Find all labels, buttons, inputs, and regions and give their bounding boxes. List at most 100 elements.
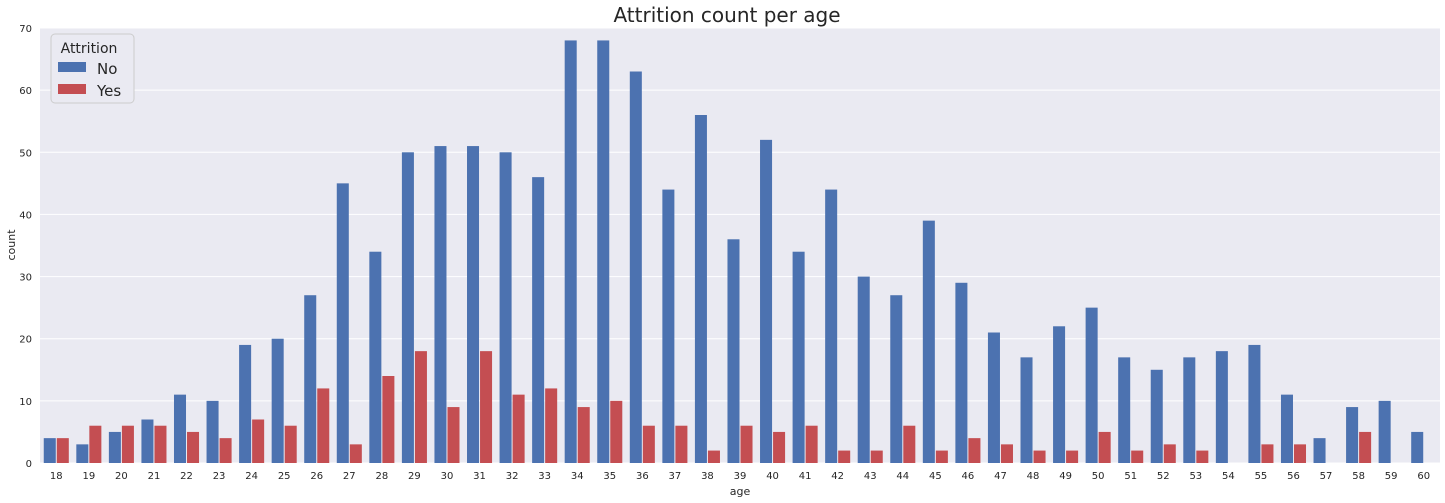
y-tick-label: 60 <box>19 86 32 97</box>
bar-no-59 <box>1378 400 1391 463</box>
chart-title: Attrition count per age <box>613 3 840 27</box>
legend-title: Attrition <box>61 41 118 57</box>
bar-yes-42 <box>838 450 851 463</box>
x-tick-label: 27 <box>343 471 356 482</box>
bar-yes-48 <box>1033 450 1046 463</box>
x-tick-label: 33 <box>538 471 551 482</box>
bar-no-18 <box>43 438 56 463</box>
bar-no-60 <box>1411 431 1424 463</box>
y-tick-label: 50 <box>19 148 32 159</box>
bar-no-43 <box>857 276 870 463</box>
x-tick-label: 21 <box>148 471 161 482</box>
bar-yes-34 <box>577 407 590 463</box>
bar-yes-23 <box>219 438 232 463</box>
y-tick-label: 40 <box>19 210 32 221</box>
y-axis-ticks: 0 10 20 30 40 50 60 70 <box>19 24 32 470</box>
bar-yes-19 <box>89 425 102 463</box>
bar-yes-46 <box>968 438 981 463</box>
legend: Attrition No Yes <box>50 33 135 104</box>
x-tick-label: 53 <box>1189 471 1202 482</box>
x-tick-label: 20 <box>115 471 128 482</box>
bar-yes-31 <box>480 351 493 463</box>
x-tick-label: 56 <box>1287 471 1300 482</box>
bar-yes-53 <box>1196 450 1209 463</box>
bar-no-45 <box>922 220 935 463</box>
x-tick-label: 50 <box>1092 471 1105 482</box>
x-tick-label: 60 <box>1417 471 1430 482</box>
legend-swatch-no <box>58 62 86 72</box>
bar-no-24 <box>239 344 252 463</box>
x-tick-label: 48 <box>1027 471 1040 482</box>
bar-yes-47 <box>1000 444 1013 463</box>
x-tick-label: 49 <box>1059 471 1072 482</box>
bar-no-44 <box>890 295 903 463</box>
y-tick-label: 20 <box>19 335 32 346</box>
y-tick-label: 0 <box>26 459 32 470</box>
bar-yes-49 <box>1066 450 1079 463</box>
bar-no-46 <box>955 282 968 463</box>
x-tick-label: 41 <box>799 471 812 482</box>
bar-no-47 <box>987 332 1000 463</box>
bar-no-34 <box>564 40 577 464</box>
x-tick-label: 35 <box>603 471 616 482</box>
bar-yes-27 <box>349 444 362 463</box>
bar-no-35 <box>597 40 610 464</box>
bar-yes-41 <box>805 425 818 463</box>
bar-yes-50 <box>1098 431 1111 463</box>
bar-no-50 <box>1085 307 1098 463</box>
x-tick-label: 46 <box>962 471 975 482</box>
y-tick-label: 70 <box>19 24 32 35</box>
x-tick-label: 44 <box>896 471 909 482</box>
x-axis-label: age <box>730 485 751 498</box>
bar-yes-29 <box>414 351 427 463</box>
bar-yes-44 <box>903 425 916 463</box>
bar-no-54 <box>1215 351 1228 463</box>
bar-yes-20 <box>121 425 134 463</box>
bar-no-52 <box>1150 369 1163 463</box>
y-axis-label: count <box>5 229 18 261</box>
bar-no-21 <box>141 419 154 463</box>
x-tick-label: 18 <box>50 471 63 482</box>
bar-no-57 <box>1313 438 1326 463</box>
legend-swatch-yes <box>58 84 86 94</box>
bar-no-19 <box>76 444 89 463</box>
x-tick-label: 39 <box>734 471 747 482</box>
bar-yes-43 <box>870 450 883 463</box>
legend-label-yes: Yes <box>96 82 121 100</box>
bar-yes-56 <box>1293 444 1307 463</box>
bar-no-39 <box>727 239 740 463</box>
x-tick-label: 28 <box>375 471 388 482</box>
bar-no-33 <box>532 177 545 463</box>
bar-no-27 <box>336 183 349 463</box>
bar-no-58 <box>1346 407 1359 463</box>
x-tick-label: 30 <box>441 471 454 482</box>
x-tick-label: 51 <box>1124 471 1137 482</box>
bar-yes-18 <box>56 438 69 463</box>
x-tick-label: 45 <box>929 471 942 482</box>
bar-no-56 <box>1280 394 1293 463</box>
bar-no-28 <box>369 251 382 463</box>
bar-no-38 <box>694 115 707 463</box>
bar-yes-39 <box>740 425 753 463</box>
bar-yes-36 <box>642 425 655 463</box>
x-tick-label: 26 <box>310 471 323 482</box>
x-tick-label: 55 <box>1255 471 1268 482</box>
x-tick-label: 37 <box>669 471 682 482</box>
x-tick-label: 57 <box>1320 471 1333 482</box>
bar-no-55 <box>1248 344 1261 463</box>
bar-no-51 <box>1118 357 1131 463</box>
bar-no-36 <box>629 71 642 463</box>
bar-no-49 <box>1053 326 1066 463</box>
bars <box>43 40 1424 464</box>
bar-no-26 <box>304 295 317 463</box>
x-tick-label: 42 <box>831 471 844 482</box>
bar-no-29 <box>401 152 414 464</box>
x-tick-label: 23 <box>213 471 226 482</box>
y-tick-label: 30 <box>19 273 32 284</box>
x-tick-label: 32 <box>506 471 519 482</box>
bar-no-22 <box>173 394 187 463</box>
y-tick-label: 10 <box>19 397 32 408</box>
bar-yes-37 <box>675 425 688 463</box>
